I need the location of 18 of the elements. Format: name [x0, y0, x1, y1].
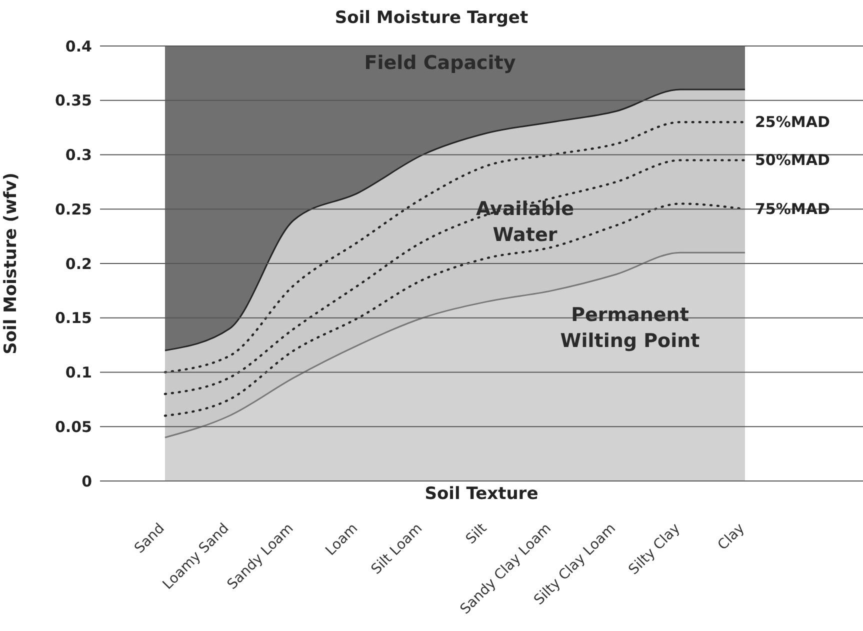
y-tick-label: 0.35: [54, 92, 92, 110]
y-tick-label: 0.05: [54, 418, 92, 436]
series-label: 25%MAD: [755, 113, 830, 132]
y-tick-label: 0.1: [65, 364, 92, 382]
x-tick-label: Silt: [463, 520, 490, 548]
y-tick-label: 0.2: [65, 254, 92, 273]
series-label: 50%MAD: [755, 151, 830, 170]
chart-title: Soil Moisture Target: [334, 8, 530, 30]
y-tick-label: 0.4: [65, 37, 92, 56]
y-tick-label: 0.3: [65, 146, 92, 164]
line-series: [164, 121, 746, 374]
y-tick-label: 0.25: [54, 200, 92, 218]
annotation: Field Capacity: [364, 52, 516, 74]
y-axis-title: Soil Moisture (wfv): [1, 172, 22, 354]
y-tick-label: 0.15: [54, 309, 92, 328]
line-series: [164, 159, 746, 396]
x-axis-title: Soil Texture: [424, 484, 538, 504]
y-tick-label: 0: [82, 472, 92, 490]
